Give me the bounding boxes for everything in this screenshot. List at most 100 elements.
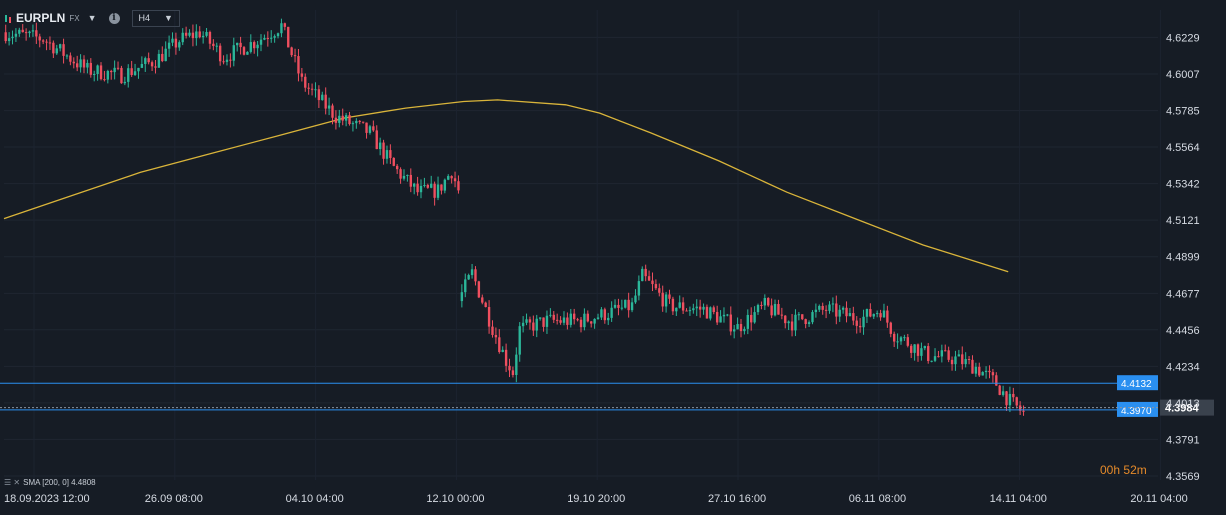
candle-body bbox=[886, 310, 889, 323]
y-tick-label: 4.4899 bbox=[1166, 252, 1200, 264]
candle-body bbox=[69, 55, 72, 62]
candle-body bbox=[644, 268, 647, 277]
x-tick-label: 06.11 08:00 bbox=[849, 493, 906, 505]
candle-body bbox=[28, 31, 31, 34]
candle-body bbox=[208, 31, 212, 44]
candle-body bbox=[586, 313, 589, 322]
candle-body bbox=[65, 55, 69, 57]
candle-body bbox=[695, 306, 698, 309]
sma-layer bbox=[3, 99, 1009, 273]
candle-body bbox=[736, 324, 739, 330]
candle-body bbox=[508, 365, 511, 371]
candle-body bbox=[566, 317, 569, 325]
candle-body bbox=[569, 313, 572, 325]
x-tick-label: 18.09.2023 12:00 bbox=[4, 493, 90, 505]
candle-body bbox=[767, 298, 770, 306]
candle-body bbox=[879, 313, 882, 318]
candle-body bbox=[712, 307, 715, 313]
candle-body bbox=[212, 43, 215, 47]
candle-body bbox=[927, 346, 930, 362]
candle-body bbox=[971, 359, 974, 374]
y-axis: 4.6229 4.6007 4.5785 4.5564 4.5342 4.5121 4.48… bbox=[1166, 32, 1200, 483]
candle-body bbox=[457, 181, 460, 191]
candle-body bbox=[198, 31, 201, 38]
candle-body bbox=[331, 105, 334, 118]
symbol-dropdown-icon[interactable]: ▼ bbox=[87, 13, 97, 23]
candle-body bbox=[195, 31, 198, 39]
candle-body bbox=[828, 304, 831, 311]
candle-body bbox=[787, 321, 790, 324]
candle-body bbox=[763, 298, 767, 306]
candle-body bbox=[215, 45, 218, 47]
candle-body bbox=[504, 349, 508, 366]
candle-body bbox=[590, 321, 593, 324]
candle-body bbox=[38, 36, 41, 41]
candle-body bbox=[406, 174, 409, 176]
price-lines-layer: 4.4132 4.3970 4.3984 bbox=[0, 375, 1214, 417]
indicator-settings-icon[interactable]: ☰ ✕ bbox=[4, 478, 21, 487]
candle-body bbox=[86, 62, 89, 68]
candle-body bbox=[450, 176, 453, 179]
candle-body bbox=[147, 58, 150, 63]
countdown-hours: 00 bbox=[1100, 463, 1114, 477]
candle-body bbox=[116, 67, 120, 69]
candle-body bbox=[974, 366, 978, 374]
candle-body bbox=[821, 305, 824, 310]
candle-body bbox=[314, 89, 317, 91]
symbol-name[interactable]: EURPLN bbox=[16, 11, 66, 25]
candle-body bbox=[525, 319, 528, 323]
indicator-legend: ☰ ✕ SMA [200, 0] 4.4808 bbox=[4, 478, 96, 487]
candle-body bbox=[133, 71, 137, 76]
candle-body bbox=[106, 70, 110, 80]
candle-body bbox=[157, 53, 161, 68]
candle-body bbox=[610, 307, 613, 318]
candle-body bbox=[280, 23, 283, 34]
y-tick-label: 4.5564 bbox=[1166, 142, 1200, 154]
logo-icon bbox=[4, 13, 12, 23]
candle-body bbox=[940, 350, 944, 357]
candle-body bbox=[501, 349, 504, 353]
chart-grid bbox=[4, 10, 1161, 480]
candle-body bbox=[409, 174, 412, 187]
y-tick-label: 4.5342 bbox=[1166, 179, 1200, 191]
candle-body bbox=[729, 314, 732, 332]
candle-body bbox=[573, 313, 576, 320]
candle-body bbox=[991, 372, 995, 376]
candle-body bbox=[93, 73, 96, 75]
candle-body bbox=[120, 67, 123, 84]
candle-body bbox=[4, 32, 7, 42]
candle-body bbox=[58, 44, 62, 49]
y-tick-label: 4.3569 bbox=[1166, 471, 1200, 483]
candle-body bbox=[756, 304, 760, 313]
x-tick-label: 04.10 04:00 bbox=[286, 493, 344, 505]
candle-body bbox=[399, 169, 402, 179]
candle-body bbox=[658, 288, 661, 293]
candle-body bbox=[858, 325, 862, 328]
candle-body bbox=[964, 359, 967, 365]
candle-body bbox=[253, 42, 256, 49]
candle-body bbox=[841, 307, 845, 310]
candle-body bbox=[848, 313, 852, 317]
timeframe-select[interactable]: H4 ▼ bbox=[131, 9, 180, 27]
candle-body bbox=[831, 303, 835, 305]
info-icon[interactable]: i bbox=[108, 12, 120, 24]
candle-body bbox=[487, 307, 491, 327]
candle-body bbox=[276, 33, 280, 37]
candle-body bbox=[892, 333, 896, 342]
candle-body bbox=[896, 341, 899, 343]
candle-body bbox=[321, 94, 324, 101]
candle-body bbox=[263, 37, 266, 40]
candle-body bbox=[518, 326, 521, 355]
candle-body bbox=[494, 334, 498, 338]
candle-body bbox=[1001, 391, 1005, 395]
candle-body bbox=[174, 38, 178, 48]
candle-body bbox=[998, 385, 1001, 395]
x-tick-label: 27.10 16:00 bbox=[708, 493, 766, 505]
candle-body bbox=[11, 36, 14, 39]
candle-body bbox=[154, 66, 157, 68]
candle-body bbox=[545, 315, 549, 327]
candle-body bbox=[324, 94, 327, 109]
candle-body bbox=[440, 184, 443, 191]
candle-body bbox=[957, 354, 961, 357]
